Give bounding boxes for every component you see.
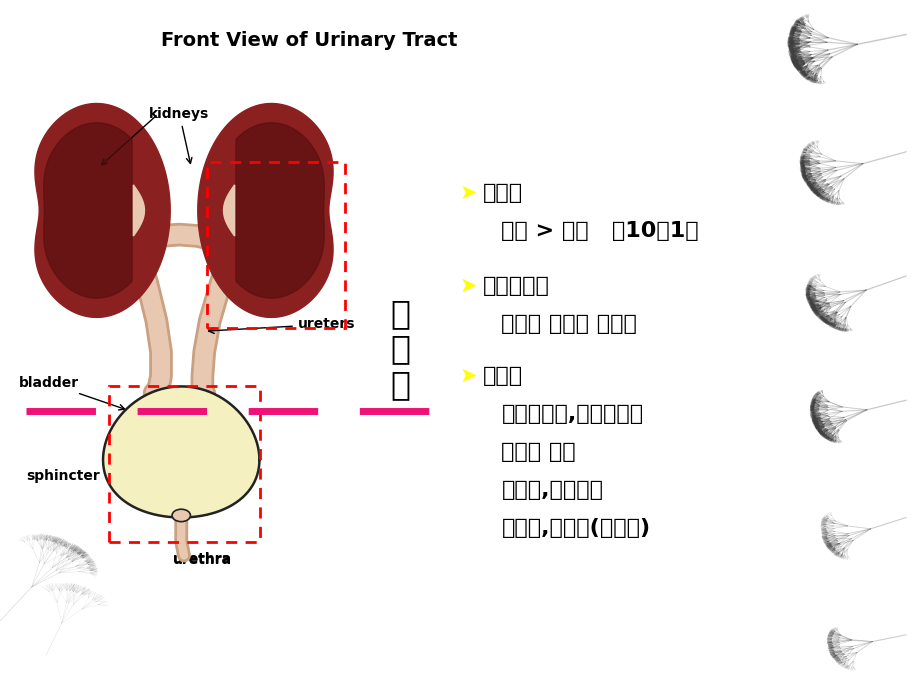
Bar bbox=[207, 162, 345, 328]
Text: urethra: urethra bbox=[173, 552, 232, 566]
Polygon shape bbox=[133, 185, 144, 236]
Text: 性别：: 性别： bbox=[482, 184, 523, 203]
Polygon shape bbox=[43, 123, 132, 298]
Ellipse shape bbox=[172, 509, 190, 522]
Text: Front View of Urinary Tract: Front View of Urinary Tract bbox=[161, 31, 457, 50]
Text: kidneys: kidneys bbox=[149, 107, 210, 164]
Text: 好发年龄：: 好发年龄： bbox=[482, 277, 550, 296]
Text: 急性， 慢性: 急性， 慢性 bbox=[501, 442, 575, 462]
Text: 下
尿
路: 下 尿 路 bbox=[390, 297, 410, 401]
Text: 复杂性,非复杂性: 复杂性,非复杂性 bbox=[501, 480, 603, 500]
Text: 女性 > 男性   （10：1）: 女性 > 男性 （10：1） bbox=[501, 221, 698, 241]
Text: bladder: bladder bbox=[18, 376, 125, 410]
Text: urethra: urethra bbox=[173, 553, 232, 567]
Bar bbox=[108, 386, 260, 542]
Text: ➤: ➤ bbox=[460, 277, 477, 296]
Text: 上尿路感染,下尿路感染: 上尿路感染,下尿路感染 bbox=[501, 404, 642, 424]
Text: 细菌性,真菌性(极少见): 细菌性,真菌性(极少见) bbox=[501, 518, 650, 538]
Text: sphincter: sphincter bbox=[26, 464, 145, 483]
Text: 分类：: 分类： bbox=[482, 366, 523, 386]
Polygon shape bbox=[103, 386, 259, 518]
Polygon shape bbox=[235, 123, 324, 298]
Polygon shape bbox=[198, 104, 333, 317]
Text: 育龄， 老年， 婴幼儿: 育龄， 老年， 婴幼儿 bbox=[501, 315, 637, 334]
Polygon shape bbox=[223, 185, 234, 236]
Text: ➤: ➤ bbox=[460, 184, 477, 203]
Polygon shape bbox=[35, 104, 170, 317]
Text: ureters: ureters bbox=[209, 317, 355, 333]
Text: ➤: ➤ bbox=[460, 366, 477, 386]
